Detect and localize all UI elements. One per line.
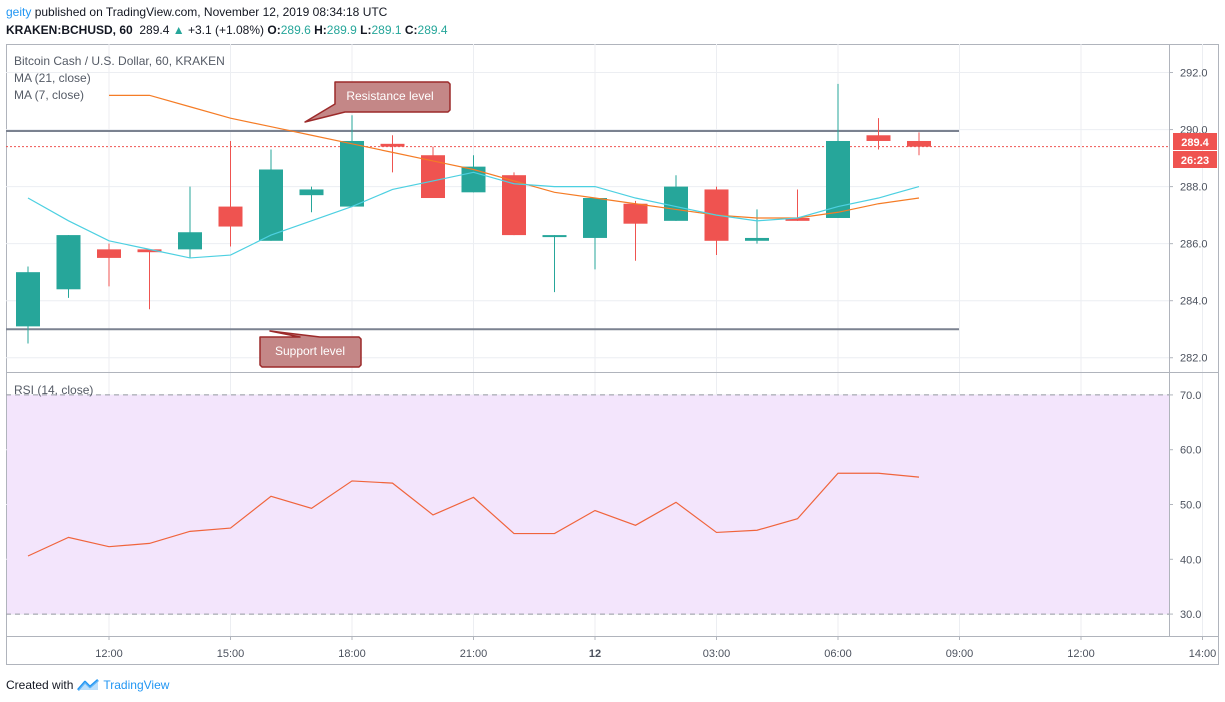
price-tick-label: 286.0 bbox=[1180, 239, 1208, 251]
price-tick-label: 282.0 bbox=[1180, 353, 1208, 365]
price-change: +3.1 (+1.08%) bbox=[187, 23, 265, 37]
candle-body[interactable] bbox=[461, 166, 486, 193]
high-label: H: bbox=[314, 23, 327, 37]
rsi-band-lines bbox=[6, 394, 1169, 615]
ma21-line bbox=[109, 94, 920, 219]
last-price-tag: 289.4 26:23 bbox=[1173, 133, 1217, 168]
candle-body[interactable] bbox=[16, 272, 40, 327]
time-tick-label: 09:00 bbox=[946, 648, 974, 660]
publish-text: published on TradingView.com, November 1… bbox=[31, 5, 388, 19]
time-tick-label: 12 bbox=[589, 648, 601, 660]
time-axis[interactable]: 12:00 15:00 18:00 21:00 12 03:00 06:00 09:00 12:… bbox=[95, 636, 1216, 660]
ma7-line bbox=[27, 171, 920, 259]
rsi-legend[interactable]: RSI (14, close) bbox=[14, 383, 94, 397]
rsi-tick-label: 40.0 bbox=[1180, 554, 1201, 566]
time-tick-label: 12:00 bbox=[1067, 648, 1095, 660]
symbol-name: KRAKEN:BCHUSD, 60 bbox=[6, 23, 133, 37]
tradingview-logo-icon bbox=[77, 679, 100, 691]
rsi-band bbox=[7, 394, 1169, 615]
support-callout[interactable]: Support level bbox=[259, 330, 362, 368]
candle-body[interactable] bbox=[299, 189, 324, 196]
last-price: 289.4 bbox=[139, 23, 170, 37]
candle-body[interactable] bbox=[866, 135, 891, 141]
candle-body[interactable] bbox=[623, 203, 648, 224]
candle-body[interactable] bbox=[97, 249, 121, 258]
resistance-label: Resistance level bbox=[346, 89, 433, 103]
rsi-axis[interactable]: 30.0 40.0 50.0 60.0 70.0 bbox=[1169, 390, 1201, 621]
candle-body[interactable] bbox=[178, 232, 202, 250]
open-value: 289.6 bbox=[280, 23, 311, 37]
chart-title: Bitcoin Cash / U.S. Dollar, 60, KRAKEN bbox=[14, 54, 225, 68]
candle-body[interactable] bbox=[664, 186, 688, 221]
last-price-tag-bg bbox=[1173, 133, 1217, 150]
rsi-tick-label: 50.0 bbox=[1180, 500, 1201, 512]
resistance-callout-shape bbox=[304, 81, 451, 123]
countdown-value: 26:23 bbox=[1181, 155, 1209, 167]
last-price-tag-value: 289.4 bbox=[1181, 137, 1209, 149]
rsi-line bbox=[27, 472, 920, 557]
time-tick-label: 18:00 bbox=[338, 648, 366, 660]
publish-info: geity published on TradingView.com, Nove… bbox=[6, 5, 387, 19]
rsi-polyline bbox=[27, 472, 920, 557]
rsi-tick-label: 30.0 bbox=[1180, 609, 1201, 621]
candle-body[interactable] bbox=[137, 249, 162, 253]
close-label: C: bbox=[404, 23, 418, 37]
candle-body[interactable] bbox=[380, 143, 405, 147]
candle-body[interactable] bbox=[218, 206, 243, 227]
candle-body[interactable] bbox=[502, 175, 526, 236]
time-tick-label: 21:00 bbox=[460, 648, 488, 660]
time-tick-label: 06:00 bbox=[824, 648, 852, 660]
footer: Created with TradingView bbox=[6, 678, 169, 692]
support-callout-shape bbox=[259, 330, 362, 368]
ma21-legend[interactable]: MA (21, close) bbox=[14, 71, 91, 85]
created-with-text: Created with bbox=[6, 678, 74, 692]
tradingview-brand-link[interactable]: TradingView bbox=[103, 678, 170, 692]
candle-body[interactable] bbox=[583, 198, 607, 238]
candle-body[interactable] bbox=[785, 217, 810, 221]
open-label: O: bbox=[267, 23, 281, 37]
resistance-callout[interactable]: Resistance level bbox=[304, 81, 451, 123]
high-value: 289.9 bbox=[326, 23, 357, 37]
moving-averages bbox=[27, 94, 920, 259]
rsi-tick-label: 60.0 bbox=[1180, 445, 1201, 457]
time-tick-label: 14:00 bbox=[1189, 648, 1217, 660]
change-arrow-icon: ▲ bbox=[172, 23, 185, 37]
candle-body[interactable] bbox=[907, 140, 931, 147]
low-value: 289.1 bbox=[371, 23, 402, 37]
candle-body[interactable] bbox=[542, 235, 567, 238]
close-value: 289.4 bbox=[417, 23, 448, 37]
time-tick-label: 03:00 bbox=[703, 648, 731, 660]
ma7-legend[interactable]: MA (7, close) bbox=[14, 88, 85, 102]
candles bbox=[16, 83, 931, 344]
author-link[interactable]: geity bbox=[6, 5, 32, 19]
time-tick-label: 12:00 bbox=[95, 648, 123, 660]
rsi-tick-label: 70.0 bbox=[1180, 390, 1201, 402]
candle-body[interactable] bbox=[56, 235, 81, 290]
low-label: L: bbox=[360, 23, 372, 37]
chart-frame bbox=[6, 44, 1219, 665]
countdown-tag-bg bbox=[1173, 151, 1217, 168]
candle-body[interactable] bbox=[259, 169, 283, 241]
support-label: Support level bbox=[275, 344, 345, 358]
candle-body[interactable] bbox=[745, 237, 769, 241]
time-tick-label: 15:00 bbox=[217, 648, 245, 660]
price-tick-label: 288.0 bbox=[1180, 182, 1208, 194]
price-tick-label: 292.0 bbox=[1180, 68, 1208, 80]
level-lines bbox=[6, 129, 1169, 331]
price-tick-label: 284.0 bbox=[1180, 296, 1208, 308]
candle-body[interactable] bbox=[340, 140, 364, 207]
candle-body[interactable] bbox=[421, 155, 445, 199]
symbol-info: KRAKEN:BCHUSD, 60 289.4 ▲ +3.1 (+1.08%) … bbox=[6, 23, 448, 37]
